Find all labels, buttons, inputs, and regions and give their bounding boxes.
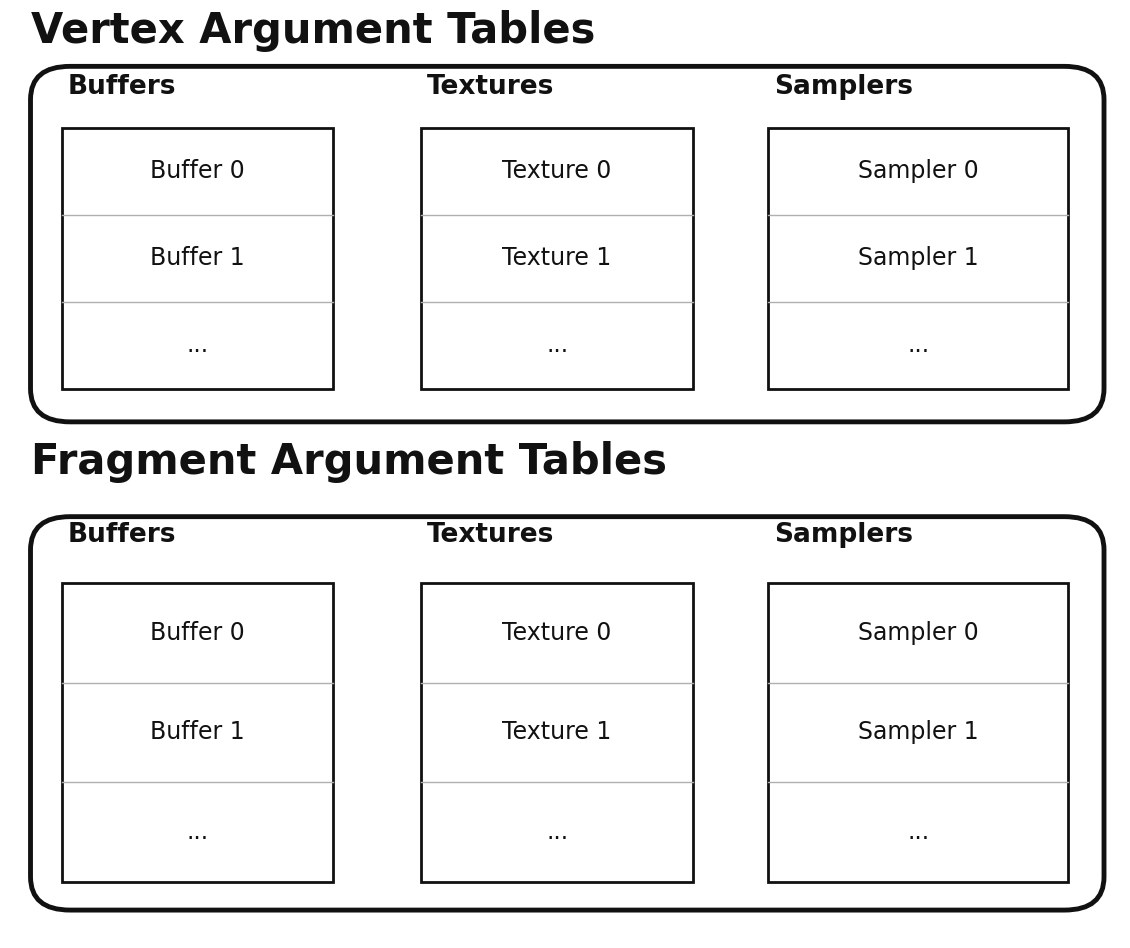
Text: Sampler 1: Sampler 1 — [858, 246, 979, 270]
Text: Buffer 1: Buffer 1 — [150, 720, 245, 744]
Text: Fragment Argument Tables: Fragment Argument Tables — [31, 442, 667, 483]
Bar — [62, 583, 333, 882]
Text: ...: ... — [907, 820, 929, 844]
Text: Sampler 0: Sampler 0 — [858, 159, 979, 183]
Bar — [421, 128, 693, 389]
Text: Vertex Argument Tables: Vertex Argument Tables — [31, 10, 594, 52]
Text: Buffers: Buffers — [68, 74, 176, 100]
Text: Samplers: Samplers — [774, 74, 913, 100]
Text: ...: ... — [186, 334, 209, 357]
Text: Buffer 0: Buffer 0 — [150, 621, 245, 645]
Bar — [768, 583, 1068, 882]
Text: ...: ... — [907, 334, 929, 357]
Text: Samplers: Samplers — [774, 522, 913, 548]
Text: Buffer 0: Buffer 0 — [150, 159, 245, 183]
Text: Texture 1: Texture 1 — [503, 246, 611, 270]
FancyBboxPatch shape — [31, 66, 1104, 422]
Bar — [62, 128, 333, 389]
FancyBboxPatch shape — [31, 517, 1104, 910]
Text: Texture 1: Texture 1 — [503, 720, 611, 744]
Text: ...: ... — [186, 820, 209, 844]
Text: Sampler 1: Sampler 1 — [858, 720, 979, 744]
Text: Texture 0: Texture 0 — [503, 621, 611, 645]
Bar — [768, 128, 1068, 389]
Text: Buffers: Buffers — [68, 522, 176, 548]
Text: Textures: Textures — [427, 522, 555, 548]
Text: Buffer 1: Buffer 1 — [150, 246, 245, 270]
Text: ...: ... — [546, 820, 568, 844]
Text: Textures: Textures — [427, 74, 555, 100]
Text: Sampler 0: Sampler 0 — [858, 621, 979, 645]
Bar — [421, 583, 693, 882]
Text: ...: ... — [546, 334, 568, 357]
Text: Texture 0: Texture 0 — [503, 159, 611, 183]
